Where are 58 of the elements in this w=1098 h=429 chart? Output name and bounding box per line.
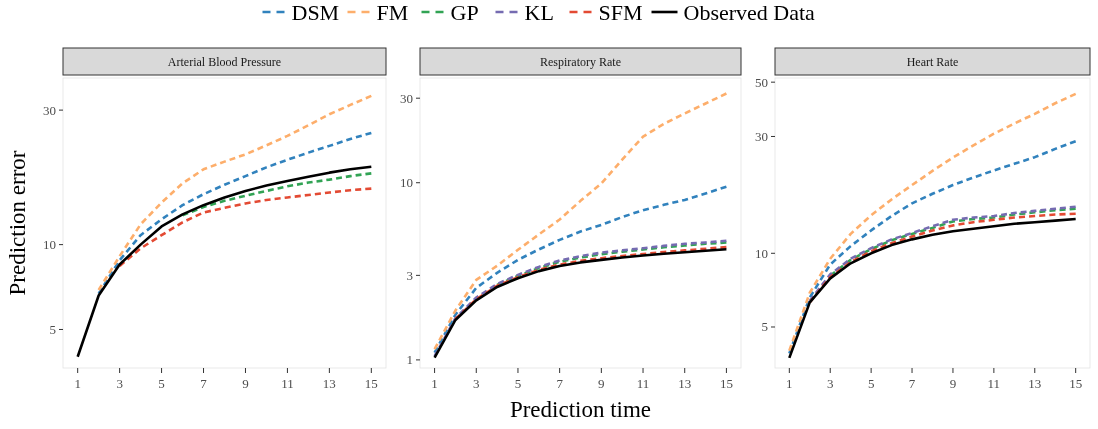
x-tick-label: 11 — [987, 376, 1001, 391]
line-series — [788, 217, 1077, 360]
x-tick-label: 3 — [473, 376, 480, 391]
chart-title: Heart Rate — [906, 55, 959, 69]
x-axis-title: Prediction time — [509, 397, 652, 422]
line-series — [788, 92, 1077, 353]
x-tick-label: 7 — [908, 376, 916, 391]
legend-label: DSM — [291, 0, 340, 25]
x-tick-label: 13 — [322, 376, 336, 391]
legend-label: SFM — [598, 0, 643, 25]
chart-title: Arterial Blood Pressure — [167, 55, 282, 69]
x-tick-label: 5 — [514, 376, 522, 391]
y-tick-label: 10 — [400, 175, 413, 191]
x-tick-label: 11 — [636, 376, 650, 391]
y-tick-label: 5 — [761, 319, 768, 335]
y-tick-label: 1 — [406, 352, 413, 368]
x-tick-label: 1 — [431, 376, 438, 391]
line-series — [495, 241, 728, 287]
y-tick-label: 10 — [43, 237, 56, 253]
line-series — [97, 131, 373, 295]
legend-label: Observed Data — [683, 0, 816, 25]
legend-label: GP — [450, 0, 479, 25]
y-tick-label: 30 — [43, 102, 56, 118]
x-tick-label: 15 — [1069, 376, 1083, 391]
line-series — [76, 165, 373, 359]
x-tick-label: 15 — [364, 376, 378, 391]
line-series — [454, 245, 728, 321]
x-tick-label: 3 — [826, 376, 834, 391]
x-tick-label: 7 — [556, 376, 564, 391]
legend-label: FM — [376, 0, 409, 25]
y-tick-label: 30 — [755, 128, 768, 144]
x-tick-label: 1 — [74, 376, 81, 391]
chart-title: Respiratory Rate — [540, 55, 621, 69]
x-tick-label: 15 — [719, 376, 733, 391]
y-tick-label: 10 — [755, 245, 768, 261]
y-tick-label: 50 — [755, 74, 768, 90]
y-tick-label: 5 — [49, 321, 56, 337]
x-tick-label: 9 — [949, 376, 957, 391]
legend-label: KL — [524, 0, 554, 25]
line-series — [788, 139, 1077, 355]
x-tick-label: 13 — [678, 376, 692, 391]
x-tick-label: 5 — [867, 376, 875, 391]
line-series — [97, 94, 373, 292]
line-series — [118, 187, 373, 268]
x-tick-label: 3 — [116, 376, 123, 391]
line-series — [181, 172, 373, 217]
x-tick-label: 7 — [200, 376, 208, 391]
y-tick-label: 3 — [406, 267, 413, 283]
x-tick-label: 13 — [1028, 376, 1042, 391]
x-tick-label: 9 — [598, 376, 605, 391]
line-series — [433, 92, 728, 351]
x-tick-label: 11 — [281, 376, 294, 391]
x-tick-label: 9 — [242, 376, 249, 391]
x-tick-label: 1 — [786, 376, 793, 391]
line-series — [433, 185, 728, 354]
y-tick-label: 30 — [400, 90, 413, 106]
x-tick-label: 5 — [158, 376, 165, 391]
y-axis-title: Prediction error — [5, 150, 30, 296]
